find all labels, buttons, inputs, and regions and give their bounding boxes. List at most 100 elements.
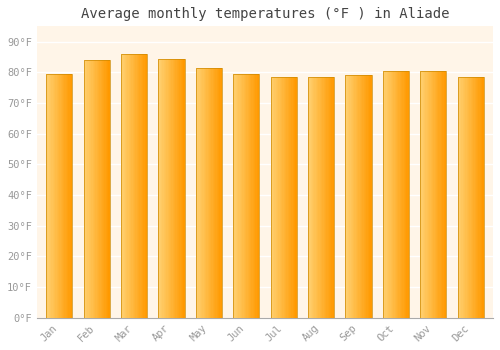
- Bar: [460, 77, 462, 318]
- Bar: [368, 75, 369, 318]
- Bar: [100, 60, 102, 318]
- Bar: [463, 77, 464, 318]
- Bar: [294, 77, 296, 318]
- Bar: [212, 68, 213, 318]
- Bar: [276, 77, 277, 318]
- Bar: [136, 54, 138, 318]
- Bar: [312, 77, 313, 318]
- Bar: [198, 68, 200, 318]
- Bar: [200, 68, 201, 318]
- Bar: [366, 75, 368, 318]
- Bar: [241, 74, 242, 318]
- Bar: [50, 74, 51, 318]
- Bar: [196, 68, 197, 318]
- Bar: [462, 77, 463, 318]
- Bar: [404, 71, 405, 318]
- Bar: [332, 77, 333, 318]
- Bar: [94, 60, 96, 318]
- Bar: [394, 71, 396, 318]
- Bar: [310, 77, 312, 318]
- Bar: [441, 71, 442, 318]
- Bar: [164, 58, 165, 318]
- Bar: [352, 75, 353, 318]
- Bar: [433, 71, 434, 318]
- Bar: [84, 60, 85, 318]
- Bar: [458, 77, 459, 318]
- Bar: [48, 74, 49, 318]
- Bar: [437, 71, 438, 318]
- Bar: [86, 60, 88, 318]
- Bar: [103, 60, 104, 318]
- Bar: [125, 54, 126, 318]
- Bar: [160, 58, 161, 318]
- Bar: [321, 77, 322, 318]
- Bar: [158, 58, 160, 318]
- Bar: [208, 68, 209, 318]
- Bar: [309, 77, 310, 318]
- Bar: [318, 77, 320, 318]
- Bar: [350, 75, 352, 318]
- Bar: [408, 71, 409, 318]
- Bar: [246, 74, 248, 318]
- Bar: [370, 75, 372, 318]
- Bar: [333, 77, 334, 318]
- Bar: [63, 74, 64, 318]
- Bar: [288, 77, 289, 318]
- Bar: [98, 60, 100, 318]
- Bar: [132, 54, 134, 318]
- Bar: [158, 58, 184, 318]
- Bar: [71, 74, 72, 318]
- Bar: [442, 71, 444, 318]
- Bar: [64, 74, 66, 318]
- Bar: [270, 77, 296, 318]
- Bar: [206, 68, 208, 318]
- Bar: [326, 77, 328, 318]
- Bar: [308, 77, 334, 318]
- Bar: [216, 68, 218, 318]
- Bar: [254, 74, 256, 318]
- Bar: [430, 71, 432, 318]
- Bar: [434, 71, 436, 318]
- Bar: [250, 74, 252, 318]
- Bar: [282, 77, 284, 318]
- Bar: [178, 58, 180, 318]
- Bar: [220, 68, 222, 318]
- Bar: [477, 77, 478, 318]
- Bar: [128, 54, 129, 318]
- Bar: [406, 71, 408, 318]
- Bar: [280, 77, 281, 318]
- Bar: [481, 77, 482, 318]
- Bar: [238, 74, 240, 318]
- Bar: [324, 77, 325, 318]
- Bar: [438, 71, 440, 318]
- Bar: [424, 71, 426, 318]
- Bar: [130, 54, 132, 318]
- Bar: [233, 74, 234, 318]
- Bar: [143, 54, 144, 318]
- Bar: [209, 68, 210, 318]
- Bar: [369, 75, 370, 318]
- Bar: [197, 68, 198, 318]
- Bar: [284, 77, 285, 318]
- Bar: [214, 68, 216, 318]
- Bar: [468, 77, 469, 318]
- Bar: [317, 77, 318, 318]
- Bar: [106, 60, 107, 318]
- Bar: [244, 74, 245, 318]
- Bar: [322, 77, 324, 318]
- Bar: [134, 54, 136, 318]
- Bar: [104, 60, 106, 318]
- Bar: [124, 54, 125, 318]
- Bar: [66, 74, 67, 318]
- Bar: [172, 58, 174, 318]
- Bar: [60, 74, 62, 318]
- Bar: [144, 54, 146, 318]
- Bar: [398, 71, 400, 318]
- Bar: [54, 74, 56, 318]
- Bar: [59, 74, 60, 318]
- Bar: [252, 74, 253, 318]
- Bar: [102, 60, 103, 318]
- Bar: [258, 74, 260, 318]
- Bar: [392, 71, 393, 318]
- Bar: [169, 58, 170, 318]
